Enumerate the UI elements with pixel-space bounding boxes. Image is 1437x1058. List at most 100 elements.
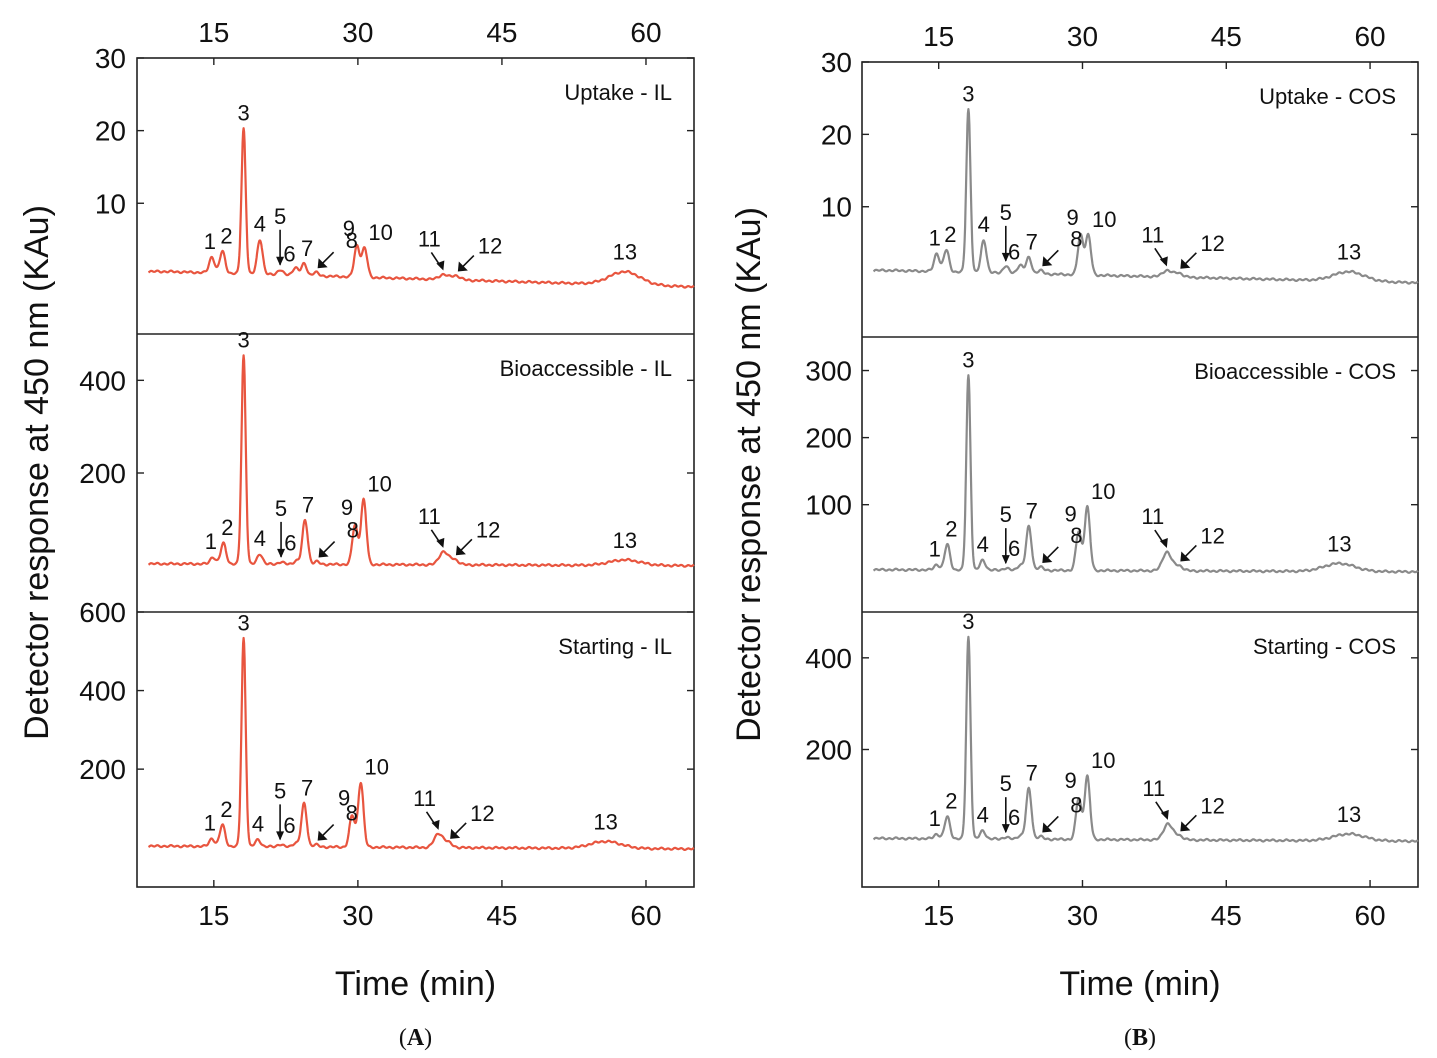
peak-label: 1 — [204, 811, 216, 836]
peak-label: 6 — [1008, 536, 1020, 561]
peak-label: 13 — [593, 809, 617, 834]
peak-arrowhead — [317, 830, 328, 841]
peak-label: 11 — [413, 786, 436, 811]
peak-label: 2 — [220, 223, 232, 248]
peak-label: 3 — [962, 348, 974, 373]
peak-arrowhead — [1001, 252, 1010, 262]
y-tick-label: 600 — [79, 597, 126, 628]
peak-label: 10 — [1092, 207, 1116, 232]
peak-arrowhead — [1180, 258, 1191, 269]
peak-label: 6 — [283, 241, 295, 266]
peak-label: 12 — [1200, 231, 1224, 256]
peak-label: 2 — [221, 515, 233, 540]
chromatogram-trace — [147, 127, 695, 289]
peak-label: 8 — [1070, 792, 1082, 817]
peak-label: 12 — [470, 801, 494, 826]
x-tick-label-bottom: 60 — [630, 900, 661, 931]
x-tick-label-bottom: 15 — [198, 900, 229, 931]
peak-label: 4 — [977, 532, 989, 557]
peak-label: 13 — [1327, 531, 1351, 556]
peak-arrowhead — [318, 547, 329, 558]
peak-arrowhead — [1001, 824, 1010, 834]
peak-label: 8 — [1070, 523, 1082, 548]
peak-label: 9 — [1065, 768, 1077, 793]
peak-label: 5 — [1000, 502, 1012, 527]
panel-caption: (A) — [399, 1025, 432, 1051]
y-tick-label: 400 — [805, 643, 852, 674]
peak-arrowhead — [457, 261, 468, 272]
peak-label: 10 — [1091, 479, 1115, 504]
panel-caption-letter: B — [1132, 1025, 1148, 1051]
peak-label: 7 — [1026, 230, 1038, 255]
peak-label: 2 — [945, 789, 957, 814]
chromatogram-trace — [872, 374, 1419, 574]
peak-label: 4 — [977, 803, 989, 828]
subplot-2: 100 200 300 Bioaccessible - COS 12 3 45 67 89 10 1… — [805, 336, 1419, 574]
peak-arrowhead — [1180, 821, 1191, 832]
y-tick-label: 20 — [95, 116, 126, 147]
peak-label: 9 — [1065, 502, 1077, 527]
peak-arrowhead — [1042, 552, 1053, 563]
peak-label: 7 — [301, 236, 313, 261]
peak-arrowhead — [1160, 809, 1169, 820]
x-tick-label-top: 45 — [486, 17, 517, 48]
peak-label: 3 — [237, 328, 249, 353]
peak-label: 11 — [1142, 776, 1165, 801]
y-tick-label: 200 — [79, 754, 126, 785]
peak-arrowhead — [1159, 538, 1168, 549]
peak-arrowhead — [1180, 551, 1191, 562]
x-tick-label-top: 30 — [1067, 21, 1098, 52]
x-tick-label-bottom: 30 — [342, 900, 373, 931]
peak-arrowhead — [436, 537, 445, 548]
peak-label: 1 — [929, 225, 941, 250]
peak-label: 12 — [478, 234, 502, 259]
y-tick-label: 200 — [79, 458, 126, 489]
x-axis-label: Time (min) — [335, 965, 496, 1003]
peak-label: 9 — [343, 216, 355, 241]
peak-label: 8 — [1070, 226, 1082, 251]
peak-label: 4 — [252, 812, 264, 837]
peak-label: 10 — [365, 754, 389, 779]
peak-label: 5 — [275, 496, 287, 521]
peak-label: 4 — [254, 526, 266, 551]
peak-label: 3 — [237, 610, 249, 635]
peak-arrowhead — [1001, 555, 1010, 565]
peak-arrowhead — [1042, 256, 1053, 267]
x-tick-label-bottom: 60 — [1354, 900, 1385, 931]
peak-label: 12 — [1200, 793, 1224, 818]
peak-label: 13 — [1337, 802, 1361, 827]
subplot-title: Bioaccessible - COS — [1194, 359, 1396, 384]
peak-label: 1 — [929, 537, 941, 562]
peak-label: 2 — [944, 222, 956, 247]
peak-label: 2 — [220, 797, 232, 822]
subplot-title: Starting - IL — [558, 634, 672, 659]
peak-label: 13 — [613, 240, 637, 265]
peak-label: 5 — [274, 204, 286, 229]
subplot-title: Uptake - COS — [1259, 84, 1396, 109]
peak-arrowhead — [1042, 822, 1053, 833]
peak-arrowhead — [431, 819, 440, 830]
peak-label: 3 — [962, 609, 974, 634]
peak-label: 9 — [338, 786, 350, 811]
y-tick-label: 200 — [805, 423, 852, 454]
peak-label: 7 — [1026, 499, 1038, 524]
x-tick-label-bottom: 15 — [923, 900, 954, 931]
peak-label: 11 — [1141, 222, 1164, 247]
x-tick-label-top: 45 — [1211, 21, 1242, 52]
x-tick-label-top: 60 — [630, 17, 661, 48]
panel-caption-letter: A — [407, 1025, 425, 1051]
peak-label: 10 — [1091, 748, 1115, 773]
y-tick-label: 30 — [821, 47, 852, 78]
peak-label: 13 — [1337, 240, 1361, 265]
x-axis-label: Time (min) — [1059, 965, 1220, 1003]
peak-arrowhead — [277, 548, 286, 558]
peak-arrowhead — [436, 260, 445, 271]
peak-arrowhead — [455, 545, 466, 556]
peak-label: 5 — [1000, 771, 1012, 796]
x-tick-label-bottom: 45 — [1211, 900, 1242, 931]
